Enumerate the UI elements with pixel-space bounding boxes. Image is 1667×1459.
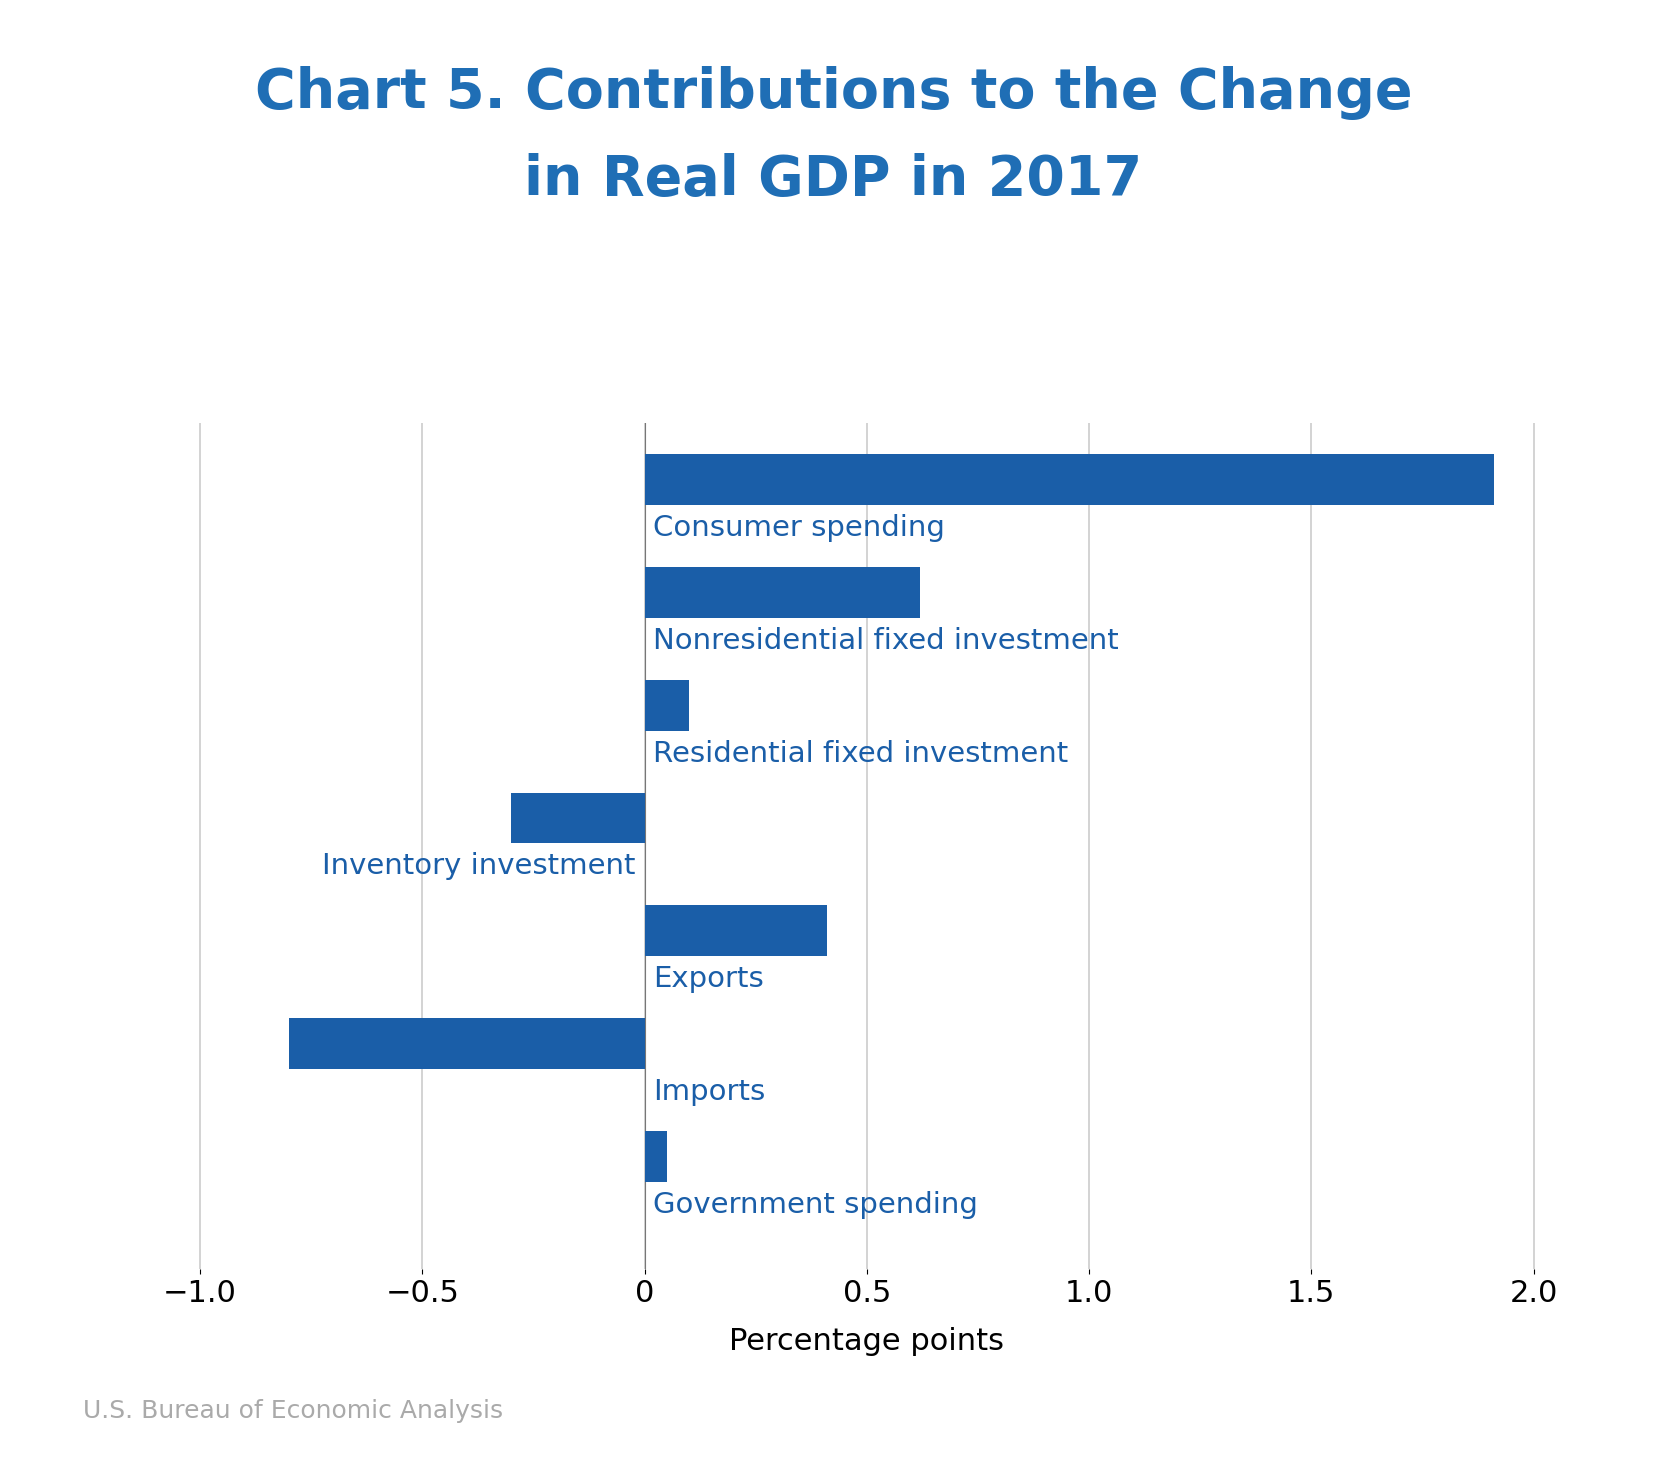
Bar <box>512 792 645 843</box>
Text: in Real GDP in 2017: in Real GDP in 2017 <box>525 153 1142 207</box>
Text: Inventory investment: Inventory investment <box>322 852 635 880</box>
Text: Government spending: Government spending <box>653 1191 979 1218</box>
Bar <box>645 1131 667 1182</box>
Text: Exports: Exports <box>653 966 763 994</box>
X-axis label: Percentage points: Percentage points <box>730 1328 1004 1357</box>
Text: Imports: Imports <box>653 1078 765 1106</box>
Text: Residential fixed investment: Residential fixed investment <box>653 740 1069 767</box>
Bar <box>645 906 827 956</box>
Bar <box>288 1018 645 1069</box>
Text: U.S. Bureau of Economic Analysis: U.S. Bureau of Economic Analysis <box>83 1399 503 1423</box>
Text: Consumer spending: Consumer spending <box>653 514 945 541</box>
Text: Chart 5. Contributions to the Change: Chart 5. Contributions to the Change <box>255 66 1412 120</box>
Text: Nonresidential fixed investment: Nonresidential fixed investment <box>653 627 1119 655</box>
Bar <box>645 454 1494 505</box>
Bar <box>645 680 688 731</box>
Bar <box>645 568 920 617</box>
